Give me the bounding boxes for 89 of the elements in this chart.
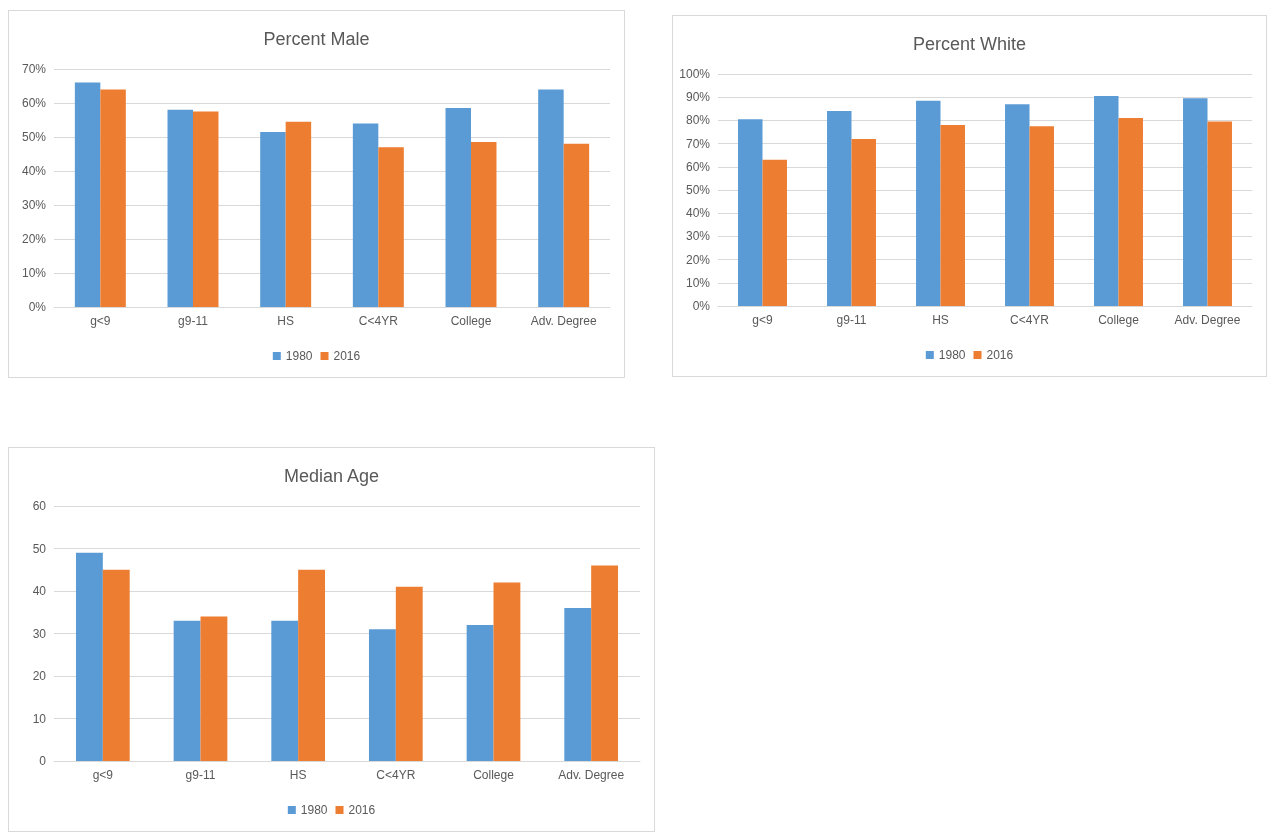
- bar: [563, 143, 590, 307]
- y-tick-label: 50%: [685, 183, 711, 197]
- y-tick-label: 80%: [685, 113, 711, 128]
- bar: [100, 89, 126, 307]
- x-tick-label: HS: [289, 768, 307, 782]
- bar: [173, 620, 201, 761]
- bar: [352, 123, 379, 307]
- x-tick-label: HS: [932, 313, 949, 327]
- bar: [200, 616, 228, 761]
- y-tick-label: 70%: [21, 62, 47, 76]
- bar: [395, 586, 423, 761]
- bar: [466, 625, 494, 761]
- bar: [1094, 96, 1119, 306]
- x-tick-label: C<4YR: [358, 314, 399, 328]
- bar: [1207, 121, 1232, 306]
- bar: [271, 620, 299, 761]
- bar: [564, 608, 592, 761]
- bar: [916, 100, 941, 306]
- x-tick-label: College: [473, 768, 515, 782]
- bar: [368, 629, 396, 761]
- bar: [471, 142, 497, 307]
- x-tick-label: Adv. Degree: [1174, 313, 1241, 327]
- chart-title: Percent Male: [263, 29, 370, 49]
- bar: [493, 582, 521, 761]
- bar: [1029, 126, 1054, 306]
- legend-label: 2016: [333, 349, 361, 363]
- legend-label: 1980: [938, 348, 966, 362]
- bar: [102, 569, 130, 761]
- bar: [827, 111, 852, 306]
- y-tick-label: 40: [32, 584, 47, 598]
- x-tick-label: HS: [277, 314, 294, 328]
- x-tick-label: C<4YR: [1009, 313, 1050, 327]
- y-tick-label: 20%: [685, 252, 711, 267]
- x-tick-label: g9-11: [836, 313, 867, 327]
- bar: [591, 565, 619, 761]
- bar: [762, 159, 787, 306]
- x-tick-label: g9-11: [185, 768, 216, 782]
- y-tick-label: 60%: [21, 96, 47, 110]
- bar: [167, 109, 193, 307]
- x-tick-label: g<9: [90, 314, 111, 328]
- bar: [298, 569, 326, 761]
- y-tick-label: 100%: [679, 67, 711, 81]
- bar: [260, 131, 286, 307]
- bar: [75, 552, 103, 761]
- x-tick-label: College: [1098, 313, 1140, 327]
- bar: [1183, 98, 1208, 306]
- y-tick-label: 10%: [685, 275, 711, 290]
- y-tick-label: 10: [32, 711, 47, 726]
- y-tick-label: 0%: [692, 299, 711, 313]
- x-tick-label: Adv. Degree: [558, 768, 625, 782]
- y-tick-label: 60%: [685, 159, 711, 174]
- y-tick-label: 60: [32, 499, 47, 513]
- y-tick-label: 50%: [21, 130, 47, 144]
- x-tick-label: Adv. Degree: [530, 314, 597, 328]
- bar: [940, 125, 965, 306]
- bar: [74, 82, 101, 307]
- bar: [445, 108, 471, 307]
- bar: [851, 138, 876, 306]
- x-tick-label: College: [450, 314, 492, 328]
- bar: [738, 119, 763, 306]
- y-tick-label: 20: [32, 669, 47, 683]
- chart-title: Median Age: [283, 466, 380, 486]
- x-tick-label: C<4YR: [376, 768, 416, 782]
- bar: [1005, 104, 1030, 306]
- bar: [378, 147, 404, 307]
- bar: [538, 89, 564, 307]
- x-tick-label: g<9: [92, 768, 114, 782]
- y-tick-label: 0%: [28, 300, 47, 314]
- y-tick-label: 40%: [21, 164, 47, 178]
- bar: [285, 121, 312, 307]
- y-tick-label: 90%: [685, 90, 711, 105]
- bar: [193, 111, 219, 307]
- bar: [1118, 118, 1143, 306]
- legend-label: 1980: [300, 803, 328, 817]
- y-tick-label: 0: [39, 754, 47, 768]
- legend-label: 1980: [285, 349, 313, 363]
- y-tick-label: 40%: [685, 206, 711, 221]
- legend-label: 2016: [348, 803, 376, 817]
- y-tick-label: 30%: [685, 229, 711, 244]
- chart-title: Percent White: [912, 34, 1027, 54]
- y-tick-label: 30%: [21, 198, 47, 212]
- y-tick-label: 50: [32, 541, 47, 556]
- x-tick-label: g9-11: [178, 314, 209, 328]
- y-tick-label: 10%: [21, 266, 47, 280]
- y-tick-label: 70%: [685, 136, 711, 151]
- y-tick-label: 30: [32, 626, 47, 641]
- x-tick-label: g<9: [752, 313, 773, 327]
- y-tick-label: 20%: [21, 232, 47, 246]
- legend-label: 2016: [986, 348, 1014, 362]
